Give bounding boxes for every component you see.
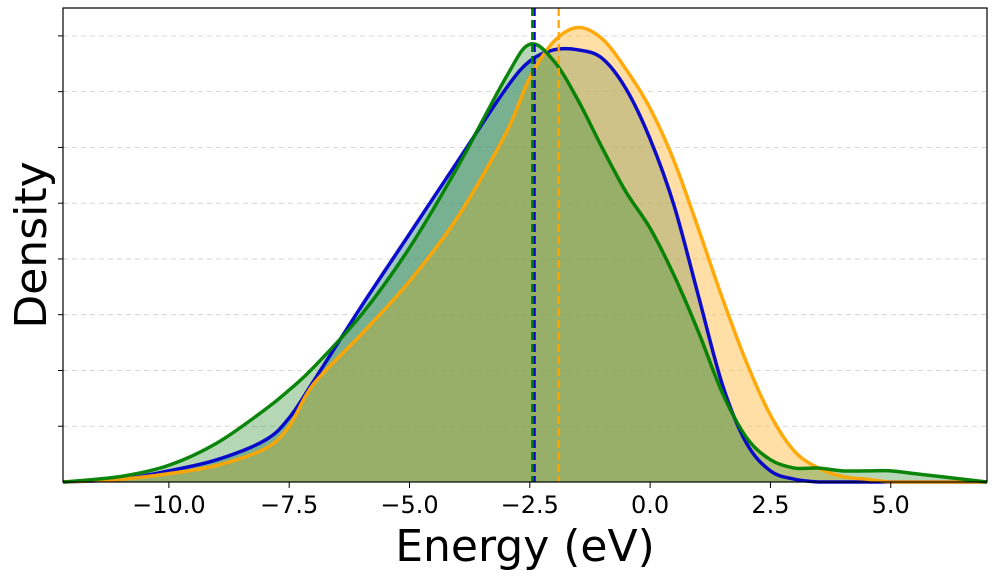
x-tick-label: −5.0 xyxy=(380,491,438,519)
plot-frame xyxy=(62,7,988,483)
x-tick-label: −10.0 xyxy=(132,491,206,519)
x-axis-label: Energy (eV) xyxy=(395,521,655,572)
mean-lines xyxy=(531,8,560,482)
x-tick-label: −7.5 xyxy=(260,491,318,519)
orange-density-fill xyxy=(63,27,987,482)
x-ticks: −10.0 −7.5 −5.0 −2.5 0.0 2.5 5.0 xyxy=(132,482,910,519)
density-fills xyxy=(63,27,987,483)
y-axis-label: Density xyxy=(6,161,57,328)
green-density-fill xyxy=(63,43,987,483)
x-tick-label: 5.0 xyxy=(872,491,910,519)
x-tick-label: −2.5 xyxy=(501,491,559,519)
green-density-line xyxy=(62,42,988,484)
x-tick-label: 2.5 xyxy=(751,491,789,519)
orange-density-line xyxy=(62,25,987,484)
x-tick-label: 0.0 xyxy=(631,491,669,519)
y-ticks xyxy=(58,35,63,427)
